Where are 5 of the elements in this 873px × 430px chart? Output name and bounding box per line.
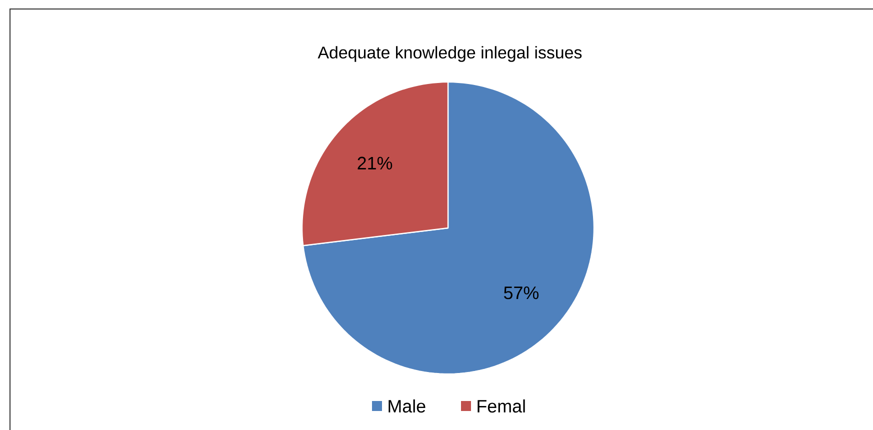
data-label: 57%: [504, 286, 539, 300]
legend-label: Femal: [478, 399, 525, 413]
data-label: 21%: [358, 156, 392, 170]
chart-title: Adequate knowledge inlegal issues: [318, 46, 582, 62]
legend-label: Male: [388, 399, 426, 413]
